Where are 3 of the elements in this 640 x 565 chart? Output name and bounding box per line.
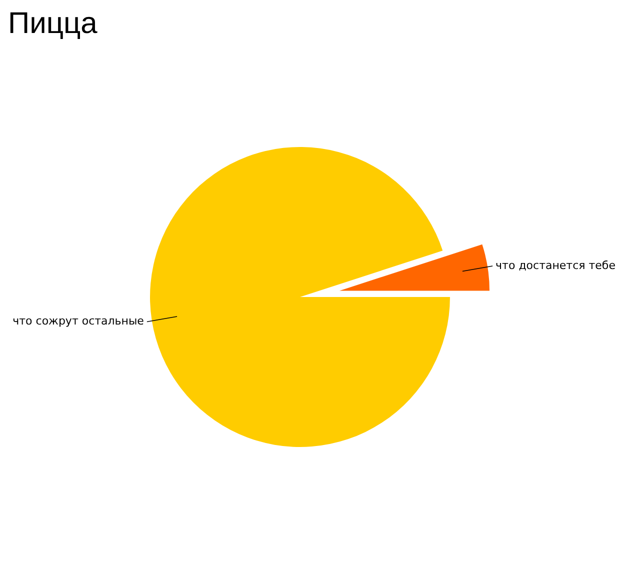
chart-title: Пицца (8, 7, 98, 40)
slice-label: что сожрут остальные (12, 314, 144, 328)
slice-label: что достанется тебе (496, 259, 616, 272)
